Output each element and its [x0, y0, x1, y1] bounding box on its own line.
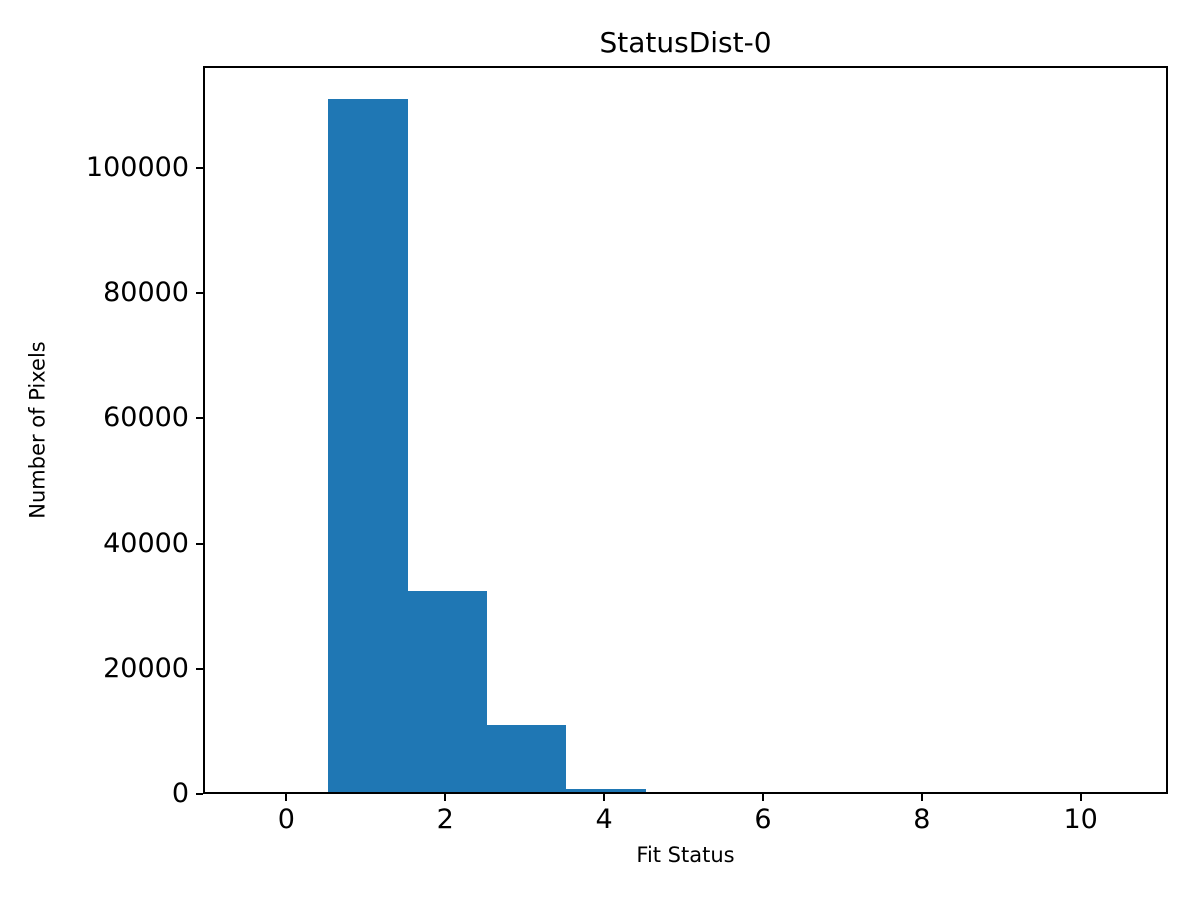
histogram-bar	[566, 788, 646, 792]
plot-area	[205, 68, 1166, 792]
y-tick-label: 40000	[103, 527, 189, 559]
x-tick-mark	[603, 794, 606, 801]
x-tick-label: 0	[277, 804, 295, 835]
y-tick-label: 80000	[103, 277, 189, 309]
chart-title: StatusDist-0	[599, 26, 772, 59]
y-tick-mark	[196, 292, 203, 295]
y-axis-label: Number of Pixels	[18, 66, 58, 794]
y-tick-mark	[196, 542, 203, 545]
y-tick-mark	[196, 793, 203, 795]
y-tick-mark	[196, 417, 203, 420]
y-tick-label: 0	[171, 778, 189, 809]
y-axis-label-text: Number of Pixels	[26, 341, 50, 519]
x-tick-mark	[761, 794, 764, 801]
y-tick-label: 60000	[103, 402, 189, 434]
x-tick-label: 4	[595, 804, 613, 835]
histogram-bar	[407, 591, 487, 792]
x-axis-label: Fit Status	[636, 843, 735, 867]
x-tick-label: 8	[913, 804, 931, 835]
x-tick-mark	[285, 794, 288, 801]
histogram-bar	[486, 725, 567, 792]
x-tick-mark	[1079, 794, 1082, 801]
histogram-bar	[328, 99, 408, 792]
x-tick-mark	[444, 794, 447, 801]
y-tick-mark	[196, 667, 203, 670]
plot-axes	[203, 66, 1168, 794]
x-tick-label: 6	[754, 804, 772, 835]
x-tick-mark	[920, 794, 923, 801]
x-tick-label: 10	[1063, 804, 1098, 835]
y-tick-label: 20000	[103, 652, 189, 684]
y-tick-mark	[196, 167, 203, 170]
y-tick-label: 100000	[85, 152, 189, 184]
x-tick-label: 2	[436, 804, 454, 835]
